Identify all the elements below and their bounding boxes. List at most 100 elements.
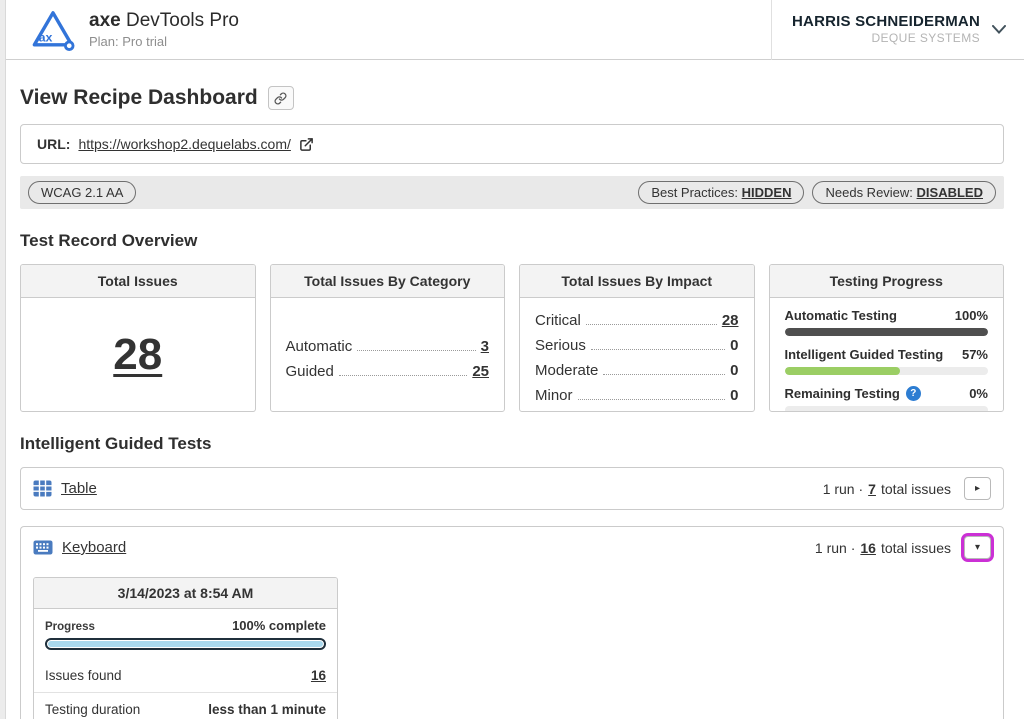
dotted-leader xyxy=(590,338,726,350)
needs-review-badge[interactable]: Needs Review: DISABLED xyxy=(812,181,996,204)
run-count: 1 run · xyxy=(814,539,856,556)
test-row-keyboard: Keyboard 1 run · 16 total issues ▾ 3/14/… xyxy=(20,526,1004,719)
dotted-leader xyxy=(357,339,476,351)
detail-row-testing-duration: Testing duration less than 1 minute xyxy=(34,692,337,719)
progress-percent: 57% xyxy=(961,347,988,362)
guided-tests-heading: Intelligent Guided Tests xyxy=(20,434,212,453)
category-label: Guided xyxy=(285,363,334,380)
impact-row-serious: Serious 0 xyxy=(535,337,739,354)
impact-row-moderate: Moderate 0 xyxy=(535,362,739,379)
progress-row-remaining: Remaining Testing ? 0% xyxy=(784,386,988,411)
overview-cards: Total Issues 28 Total Issues By Category… xyxy=(20,264,1004,412)
chevron-down-icon xyxy=(992,25,1006,34)
keyboard-icon xyxy=(33,540,53,555)
progress-label: Intelligent Guided Testing xyxy=(784,347,944,362)
user-menu[interactable]: HARRIS SCHNEIDERMAN DEQUE SYSTEMS xyxy=(771,0,1024,60)
impact-count: 0 xyxy=(730,337,739,354)
impact-row-critical: Critical 28 xyxy=(535,312,739,329)
issues-by-impact-card: Total Issues By Impact Critical 28 Serio… xyxy=(519,264,755,412)
category-row-automatic: Automatic 3 xyxy=(286,338,490,355)
test-row-table: Table 1 run · 7 total issues ▸ xyxy=(20,467,1004,510)
run-progress-bar xyxy=(45,638,326,650)
plan-label: Plan: Pro trial xyxy=(89,33,168,49)
needs-review-value: DISABLED xyxy=(916,185,983,200)
impact-label: Critical xyxy=(535,312,581,329)
progress-bar xyxy=(784,406,988,411)
keyboard-test-link[interactable]: Keyboard xyxy=(62,539,127,556)
window-left-edge xyxy=(0,0,6,719)
category-count-link[interactable]: 25 xyxy=(472,363,489,380)
impact-label: Minor xyxy=(535,387,573,404)
page-title-row: View Recipe Dashboard xyxy=(20,86,1004,110)
progress-row-guided: Intelligent Guided Testing 57% xyxy=(784,347,988,375)
user-text: HARRIS SCHNEIDERMAN DEQUE SYSTEMS xyxy=(792,13,980,47)
run-progress-section: Progress 100% complete xyxy=(34,609,337,650)
dotted-leader xyxy=(585,313,717,325)
issues-by-impact-title: Total Issues By Impact xyxy=(520,265,754,298)
help-icon[interactable]: ? xyxy=(905,386,921,401)
issues-by-category-title: Total Issues By Category xyxy=(270,265,504,298)
needs-review-label: Needs Review: xyxy=(825,185,913,200)
detail-label: Testing duration xyxy=(45,702,141,717)
keyboard-run-detail-card: 3/14/2023 at 8:54 AM Progress 100% compl… xyxy=(33,577,338,719)
user-org: DEQUE SYSTEMS xyxy=(871,31,980,46)
page-title: View Recipe Dashboard xyxy=(20,86,258,109)
table-test-stats: 1 run · 7 total issues ▸ xyxy=(823,477,991,500)
impact-label: Moderate xyxy=(535,362,599,379)
url-panel: URL: https://workshop2.dequelabs.com/ xyxy=(20,124,1004,164)
svg-text:ax: ax xyxy=(39,30,53,44)
impact-label: Serious xyxy=(535,337,586,354)
wcag-badge: WCAG 2.1 AA xyxy=(28,181,137,204)
keyboard-test-stats: 1 run · 16 total issues ▾ xyxy=(815,536,991,559)
progress-label: Automatic Testing xyxy=(784,308,897,323)
issue-count-link[interactable]: 7 xyxy=(868,480,876,497)
progress-label: Remaining Testing xyxy=(784,386,900,401)
best-practices-label: Best Practices: xyxy=(651,185,739,200)
impact-count: 0 xyxy=(730,362,739,379)
issues-by-category-card: Total Issues By Category Automatic 3 Gui… xyxy=(269,264,505,412)
app-name-rest: DevTools Pro xyxy=(120,9,239,31)
issues-found-link[interactable]: 16 xyxy=(310,668,326,683)
run-progress-value: 100% complete xyxy=(232,618,326,633)
app-header: ax axe DevTools Pro Plan: Pro trial HARR… xyxy=(0,0,1024,60)
issue-suffix: total issues xyxy=(880,480,951,497)
dotted-leader xyxy=(338,364,468,376)
copy-link-button[interactable] xyxy=(267,86,294,110)
progress-row-automatic: Automatic Testing 100% xyxy=(784,308,988,336)
progress-bar xyxy=(784,367,988,375)
run-count: 1 run · xyxy=(822,480,864,497)
impact-row-minor: Minor 0 xyxy=(535,387,739,404)
table-test-link[interactable]: Table xyxy=(61,480,97,497)
progress-percent: 100% xyxy=(954,308,988,323)
app-title-block: axe DevTools Pro Plan: Pro trial xyxy=(89,10,239,49)
recipe-url-link[interactable]: https://workshop2.dequelabs.com/ xyxy=(78,136,291,152)
category-count-link[interactable]: 3 xyxy=(480,338,489,355)
external-link-icon[interactable] xyxy=(299,137,314,152)
expand-table-button[interactable]: ▸ xyxy=(964,477,991,500)
progress-bar xyxy=(784,328,988,336)
overview-heading: Test Record Overview xyxy=(20,231,198,250)
user-name: HARRIS SCHNEIDERMAN xyxy=(792,12,980,30)
app-name-bold: axe xyxy=(89,9,121,31)
link-icon xyxy=(274,91,287,105)
run-progress-label: Progress xyxy=(45,621,95,633)
best-practices-value: HIDDEN xyxy=(741,185,792,200)
axe-logo-icon: ax xyxy=(30,9,76,51)
issue-suffix: total issues xyxy=(880,539,951,556)
progress-percent: 0% xyxy=(969,386,988,401)
app-title: axe DevTools Pro xyxy=(89,10,239,33)
impact-count-link[interactable]: 28 xyxy=(721,312,739,329)
table-icon xyxy=(33,480,52,497)
total-issues-title: Total Issues xyxy=(21,265,255,298)
category-row-guided: Guided 25 xyxy=(286,363,490,380)
issue-count-link[interactable]: 16 xyxy=(860,539,876,556)
run-date: 3/14/2023 at 8:54 AM xyxy=(34,578,337,609)
settings-badge-strip: WCAG 2.1 AA Best Practices: HIDDEN Needs… xyxy=(20,176,1004,209)
impact-count: 0 xyxy=(730,387,739,404)
total-issues-card: Total Issues 28 xyxy=(20,264,256,412)
best-practices-badge[interactable]: Best Practices: HIDDEN xyxy=(638,181,805,204)
detail-label: Issues found xyxy=(45,668,122,683)
testing-progress-title: Testing Progress xyxy=(769,265,1003,298)
collapse-keyboard-button[interactable]: ▾ xyxy=(964,536,991,559)
total-issues-value[interactable]: 28 xyxy=(113,330,163,379)
